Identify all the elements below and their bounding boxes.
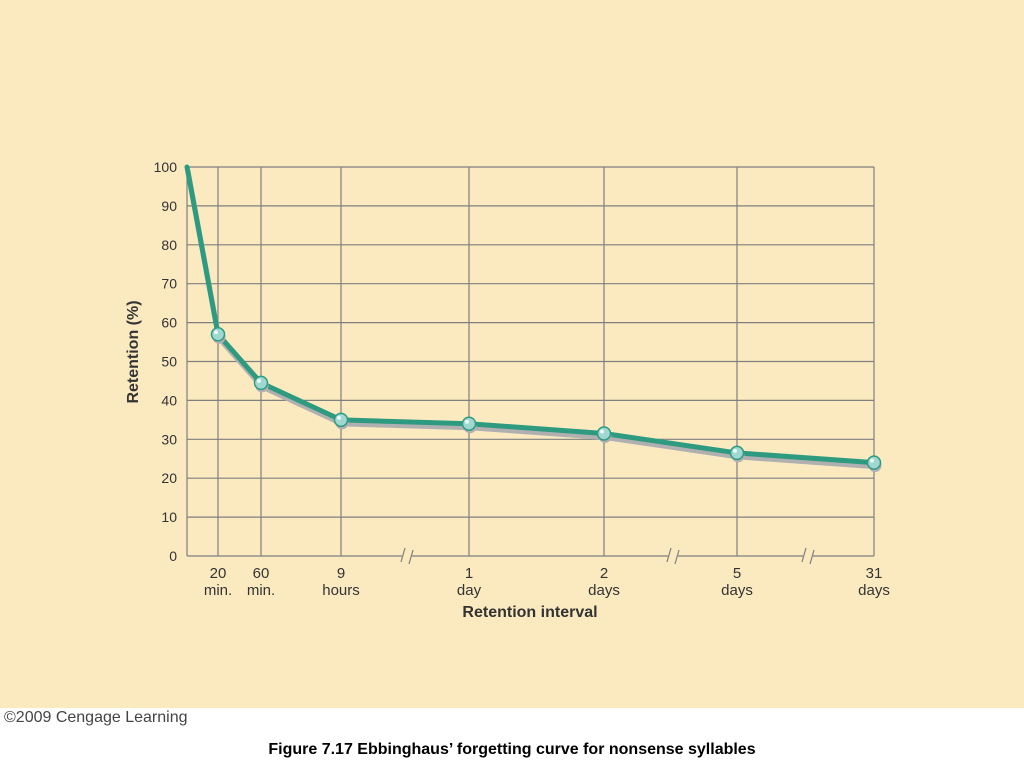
x-tick-label: 2	[600, 565, 608, 582]
axis-break-mark	[666, 547, 680, 565]
data-point-highlight	[465, 419, 469, 424]
axis-break-mark	[400, 547, 414, 565]
y-tick-label: 0	[169, 548, 177, 564]
y-axis-title: Retention (%)	[125, 300, 142, 403]
x-tick-label: day	[457, 582, 482, 599]
x-tick-label: days	[721, 582, 753, 599]
x-tick-label: days	[858, 582, 890, 599]
data-point	[866, 455, 882, 470]
data-point	[210, 327, 226, 342]
y-tick-label: 20	[161, 470, 177, 486]
x-tick-label: 60	[253, 565, 270, 582]
forgetting-curve-chart: 010203040506070809010020min.60min.9hours…	[125, 159, 890, 621]
data-point	[461, 416, 477, 431]
data-point-highlight	[733, 448, 737, 453]
y-tick-label: 80	[161, 237, 177, 253]
axis-break-mark	[801, 547, 815, 565]
data-point	[729, 445, 745, 461]
series-line	[184, 164, 877, 466]
data-point-highlight	[337, 415, 341, 420]
data-point-highlight	[257, 378, 261, 383]
data-point	[596, 426, 612, 441]
x-tick-label: days	[588, 582, 620, 599]
y-tick-label: 10	[161, 509, 177, 525]
x-tick-label: 1	[465, 565, 473, 582]
data-point	[333, 412, 349, 428]
x-tick-label: hours	[322, 582, 360, 599]
x-tick-label: 20	[210, 565, 227, 582]
data-point-highlight	[870, 458, 874, 463]
figure-caption: Figure 7.17 Ebbinghaus’ forgetting curve…	[268, 741, 756, 758]
axis-break-gap	[668, 548, 678, 564]
data-point-highlight	[214, 330, 218, 335]
y-tick-label: 70	[161, 276, 177, 292]
axis-break-gap	[803, 548, 813, 564]
copyright-notice: ©2009 Cengage Learning	[4, 709, 188, 726]
x-tick-label: min.	[247, 582, 275, 599]
x-tick-label: 5	[733, 565, 741, 582]
y-tick-label: 40	[161, 392, 177, 408]
y-tick-label: 50	[161, 354, 177, 370]
y-tick-label: 30	[161, 431, 177, 447]
axis-break-gap	[402, 548, 412, 564]
chart-panel: 0 10 20 30 40 50 60 70 80 90 100 20 min. 60 min. 9 hours…	[0, 0, 1024, 708]
x-tick-label: 9	[337, 565, 345, 582]
y-tick-label: 60	[161, 315, 177, 331]
y-tick-label: 90	[161, 198, 177, 214]
series-line-shadow	[185, 168, 878, 470]
x-tick-label: 31	[866, 565, 883, 582]
x-axis-title: Retention interval	[462, 604, 597, 621]
x-tick-label: min.	[204, 582, 232, 599]
y-tick-label: 100	[154, 159, 178, 175]
data-point-highlight	[600, 429, 604, 434]
data-point	[253, 375, 269, 391]
